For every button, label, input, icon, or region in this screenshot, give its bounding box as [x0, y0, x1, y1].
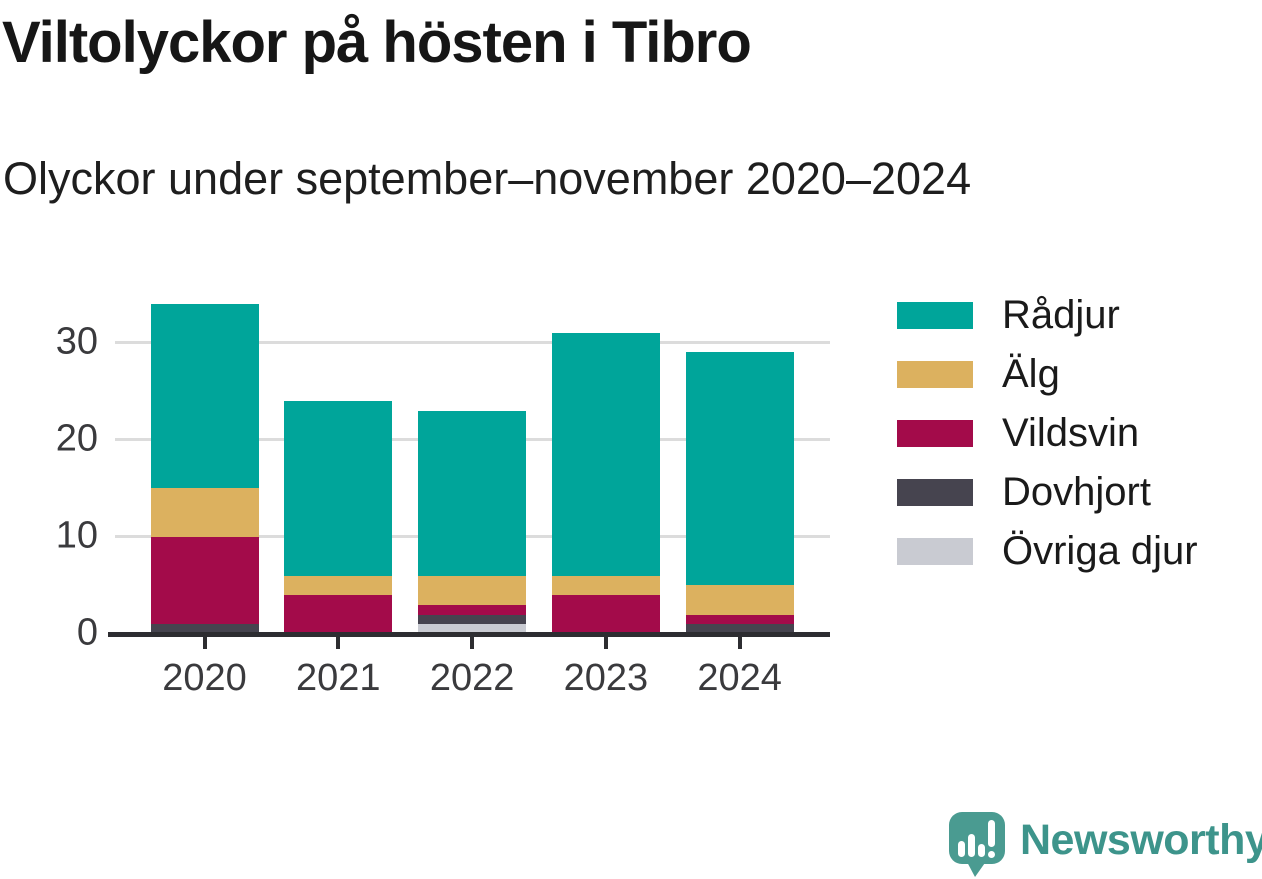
bar-segment-2020-Rådjur	[150, 303, 259, 489]
bar-segment-2024-Älg	[685, 585, 794, 615]
chart-title: Viltolyckor på hösten i Tibro	[2, 10, 752, 75]
gridline-30	[115, 341, 830, 345]
bar-segment-2022-Älg	[418, 575, 527, 605]
bar-segment-2020-Älg	[150, 488, 259, 537]
x-tick-label-2022: 2022	[429, 657, 515, 699]
legend-label-Vildsvin: Vildsvin	[1002, 411, 1140, 455]
bar-segment-2022-Rådjur	[418, 410, 527, 576]
legend-label-Övriga djur: Övriga djur	[1002, 529, 1198, 573]
bar-segment-2023-Vildsvin	[551, 595, 660, 634]
bar-segment-2020-Vildsvin	[150, 536, 259, 625]
legend-swatch-Rådjur	[897, 302, 973, 329]
x-tick-label-2020: 2020	[162, 657, 247, 699]
legend-swatch-Älg	[897, 361, 973, 388]
legend-swatch-Vildsvin	[897, 420, 973, 447]
x-tick-mark-2021	[336, 637, 341, 649]
x-tick-mark-2024	[737, 637, 742, 649]
legend-label-Dovhjort: Dovhjort	[1002, 470, 1151, 514]
legend-item-Övriga djur: Övriga djur	[897, 529, 1198, 573]
x-tick-label-2021: 2021	[296, 657, 381, 699]
bar-segment-2021-Rådjur	[284, 400, 393, 576]
legend-swatch-Övriga djur	[897, 538, 973, 565]
bar-segment-2020-Dovhjort	[150, 624, 259, 634]
bar-segment-2023-Älg	[551, 575, 660, 596]
y-tick-label-0: 0	[76, 611, 98, 654]
x-tick-label-2024: 2024	[697, 657, 782, 699]
y-tick-label-10: 10	[55, 514, 98, 557]
legend-label-Älg: Älg	[1002, 352, 1060, 396]
legend-item-Vildsvin: Vildsvin	[897, 411, 1198, 455]
bar-segment-2024-Rådjur	[685, 352, 794, 586]
bar-segment-2023-Rådjur	[551, 332, 660, 576]
x-tick-label-2023: 2023	[563, 657, 649, 699]
y-tick-label-20: 20	[55, 417, 98, 460]
bar-segment-2022-Dovhjort	[418, 614, 527, 625]
chart-subtitle: Olyckor under september–november 2020–20…	[3, 153, 972, 204]
bar-segment-2021-Älg	[284, 575, 393, 596]
legend-label-Rådjur: Rådjur	[1002, 293, 1120, 337]
x-tick-mark-2020	[202, 637, 207, 649]
bar-segment-2024-Dovhjort	[685, 624, 794, 634]
legend-item-Rådjur: Rådjur	[897, 293, 1198, 337]
x-tick-mark-2023	[603, 637, 608, 649]
y-tick-label-30: 30	[55, 320, 98, 363]
legend-item-Älg: Älg	[897, 352, 1198, 396]
legend: Rådjur Älg Vildsvin Dovhjort Övriga djur	[897, 293, 1198, 597]
brand-name: Newsworthy	[1020, 816, 1262, 864]
x-tick-mark-2022	[470, 637, 475, 649]
bar-segment-2022-Övriga djur	[418, 624, 527, 634]
legend-swatch-Dovhjort	[897, 479, 973, 506]
bar-segment-2022-Vildsvin	[418, 604, 527, 615]
x-axis-line	[108, 632, 830, 637]
bar-segment-2024-Vildsvin	[685, 614, 794, 625]
brand-footer: Newsworthy	[947, 810, 1262, 878]
newsworthy-logo-icon	[949, 812, 1005, 877]
bar-segment-2021-Vildsvin	[284, 595, 393, 634]
legend-item-Dovhjort: Dovhjort	[897, 470, 1198, 514]
